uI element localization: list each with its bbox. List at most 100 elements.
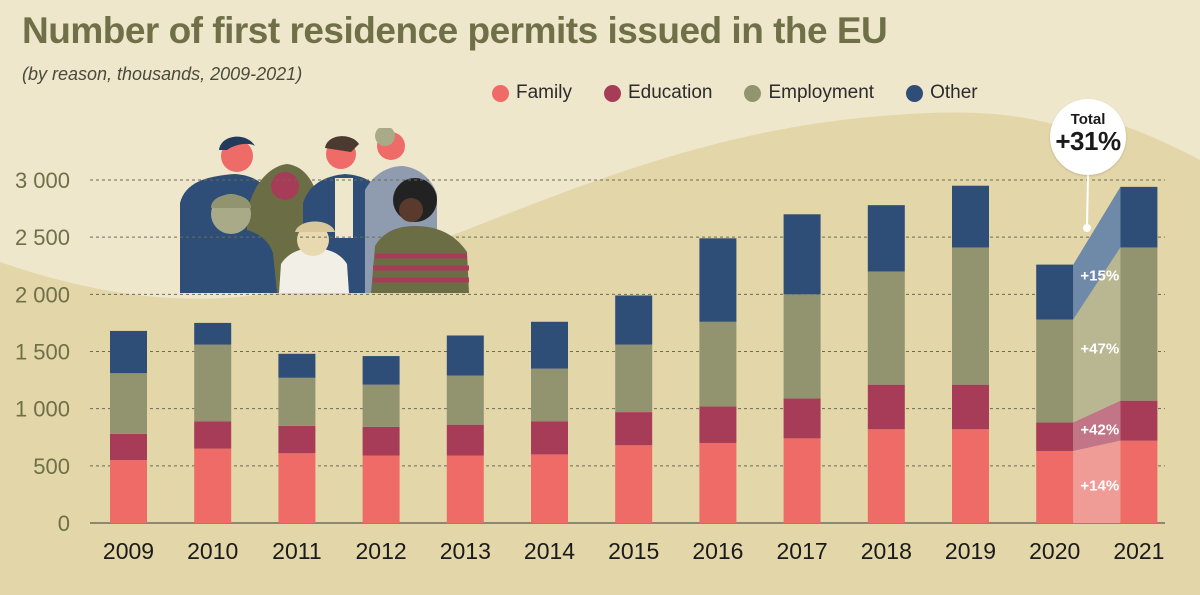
bar-2013-family <box>446 455 484 523</box>
legend-item-other: Other <box>906 82 978 104</box>
person-woman-striped-sweater <box>371 178 469 293</box>
bar-2020-education <box>1036 422 1074 451</box>
legend-label-family: Family <box>516 82 572 103</box>
change-band-other <box>1073 186 1121 320</box>
x-tick-label-2013: 2013 <box>440 538 491 564</box>
bar-2019-employment <box>952 247 989 385</box>
change-label-other: +15% <box>1080 268 1119 285</box>
bar-2011-other <box>278 353 316 378</box>
bar-2012-employment <box>362 384 400 427</box>
total-change-label: Total <box>1070 111 1106 128</box>
bar-2021-other <box>1120 186 1158 248</box>
legend: Family Education Employment Other <box>492 82 1010 104</box>
legend-item-employment: Employment <box>744 82 874 104</box>
x-tick-label-2010: 2010 <box>187 538 238 564</box>
bar-2012-other <box>362 356 400 385</box>
change-band-education <box>1073 400 1121 451</box>
bar-2016-employment <box>699 321 737 407</box>
person-boy-blond <box>279 221 349 293</box>
bar-2009-employment <box>110 373 147 434</box>
bar-2013-other <box>446 335 484 376</box>
bar-2020-other <box>1036 264 1074 320</box>
bar-2017-other <box>783 214 821 295</box>
legend-item-education: Education <box>603 82 713 104</box>
legend-swatch-family <box>492 84 509 102</box>
person-woman-patterned-dress <box>185 194 277 293</box>
bar-2020-employment <box>1036 319 1074 423</box>
bar-2012-family <box>362 455 400 523</box>
bar-2011-family <box>278 453 316 523</box>
y-tick-label-2: 1 000 <box>15 397 70 422</box>
y-tick-label-3: 1 500 <box>15 340 70 365</box>
bar-2018-education <box>867 384 905 430</box>
bar-2009-education <box>110 433 147 461</box>
legend-swatch-employment <box>744 84 762 102</box>
badge-pointer-line <box>1086 174 1089 227</box>
bar-2009-family <box>110 460 147 523</box>
bar-2014-other <box>531 321 568 369</box>
bar-2017-employment <box>783 294 821 399</box>
y-tick-label-0: 0 <box>58 511 70 536</box>
x-tick-label-2017: 2017 <box>777 538 828 564</box>
bar-2015-education <box>615 412 653 446</box>
bar-2016-family <box>699 442 737 523</box>
x-tick-label-2009: 2009 <box>103 538 154 564</box>
x-tick-label-2014: 2014 <box>524 538 575 564</box>
bar-2010-employment <box>194 344 232 422</box>
bar-2016-education <box>699 406 737 443</box>
people-illustration <box>180 128 469 293</box>
total-change-value: +31% <box>1055 126 1121 156</box>
x-tick-label-2019: 2019 <box>945 538 996 564</box>
x-tick-label-2016: 2016 <box>692 538 743 564</box>
bar-2010-family <box>194 448 232 523</box>
bar-2018-other <box>867 205 905 272</box>
y-tick-label-4: 2 000 <box>15 282 70 307</box>
bar-2010-other <box>194 322 232 345</box>
bar-2019-family <box>952 429 989 523</box>
bar-2014-family <box>531 454 568 523</box>
x-tick-label-2021: 2021 <box>1113 538 1164 564</box>
bar-2013-education <box>446 424 484 456</box>
change-band-family <box>1073 440 1121 523</box>
x-tick-label-2015: 2015 <box>608 538 659 564</box>
bar-2013-employment <box>446 375 484 425</box>
bar-2014-education <box>531 421 568 455</box>
bar-2018-family <box>867 429 905 523</box>
badge-pointer-dot <box>1083 224 1091 232</box>
chart-subtitle: (by reason, thousands, 2009-2021) <box>22 64 303 84</box>
bar-2019-education <box>952 384 989 430</box>
legend-item-family: Family <box>492 82 572 104</box>
legend-label-employment: Employment <box>768 82 875 103</box>
bar-2010-education <box>194 421 232 449</box>
y-tick-label-1: 500 <box>33 454 70 479</box>
bar-2021-education <box>1120 400 1158 441</box>
bar-2021-employment <box>1120 247 1158 401</box>
bar-2014-employment <box>531 368 568 422</box>
bar-2015-family <box>615 445 653 523</box>
change-band-employment <box>1073 247 1121 423</box>
bar-2017-family <box>783 438 821 523</box>
bar-2017-education <box>783 398 821 439</box>
y-tick-label-6: 3 000 <box>15 168 70 193</box>
bar-2011-employment <box>278 377 316 426</box>
change-label-family: +14% <box>1080 477 1119 494</box>
bar-2018-employment <box>867 271 905 385</box>
x-tick-label-2020: 2020 <box>1029 538 1080 564</box>
x-tick-label-2012: 2012 <box>356 538 407 564</box>
legend-swatch-other <box>906 84 924 102</box>
change-label-employment: +47% <box>1080 340 1119 357</box>
change-label-education: +42% <box>1080 422 1119 439</box>
legend-swatch-education <box>603 84 621 102</box>
legend-label-education: Education <box>627 82 713 103</box>
y-tick-label-5: 2 500 <box>15 225 70 250</box>
total-change-badge: Total +31% <box>1050 99 1126 175</box>
bar-2015-employment <box>615 344 653 413</box>
bar-2015-other <box>615 295 653 345</box>
x-tick-label-2011: 2011 <box>272 538 321 564</box>
bar-2012-education <box>362 426 400 456</box>
bar-2009-other <box>110 330 147 374</box>
bar-2019-other <box>952 185 989 248</box>
bar-2011-education <box>278 425 316 454</box>
legend-label-other: Other <box>930 82 978 103</box>
